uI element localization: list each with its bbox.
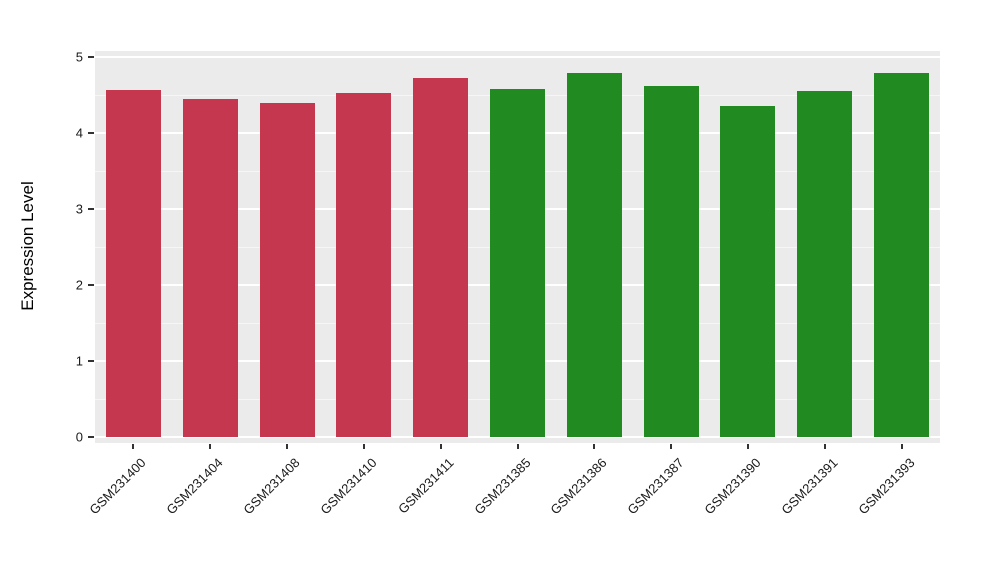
bar-GSM231410 — [336, 93, 391, 437]
x-tick-mark — [901, 444, 903, 449]
y-tick-mark — [88, 132, 94, 134]
bar-GSM231390 — [720, 106, 775, 437]
gridline-major — [95, 56, 940, 58]
x-tick-mark — [747, 444, 749, 449]
plot-panel — [95, 51, 940, 443]
x-tick-mark — [363, 444, 365, 449]
y-tick-label: 0 — [75, 429, 83, 445]
bar-GSM231408 — [260, 103, 315, 437]
bar-GSM231387 — [644, 86, 699, 437]
x-tick-mark — [209, 444, 211, 449]
bar-GSM231404 — [183, 99, 238, 437]
bar-GSM231411 — [413, 78, 468, 437]
y-tick-label: 2 — [75, 277, 83, 293]
y-tick-mark — [88, 436, 94, 438]
x-tick-mark — [824, 444, 826, 449]
y-tick-label: 5 — [75, 49, 83, 65]
x-tick-mark — [670, 444, 672, 449]
x-tick-mark — [593, 444, 595, 449]
y-tick-mark — [88, 56, 94, 58]
bar-GSM231393 — [874, 73, 929, 437]
y-axis-title: Expression Level — [18, 181, 37, 311]
bar-GSM231391 — [797, 91, 852, 437]
x-tick-mark — [286, 444, 288, 449]
y-tick-mark — [88, 360, 94, 362]
x-tick-mark — [517, 444, 519, 449]
bar-GSM231386 — [567, 73, 622, 437]
y-tick-mark — [88, 284, 94, 286]
x-tick-mark — [132, 444, 134, 449]
y-tick-label: 4 — [75, 125, 83, 141]
gridline-major — [95, 436, 940, 438]
bar-GSM231400 — [106, 90, 161, 437]
y-tick-label: 3 — [75, 201, 83, 217]
y-tick-label: 1 — [75, 353, 83, 369]
y-tick-mark — [88, 208, 94, 210]
x-tick-mark — [440, 444, 442, 449]
bar-GSM231385 — [490, 89, 545, 437]
